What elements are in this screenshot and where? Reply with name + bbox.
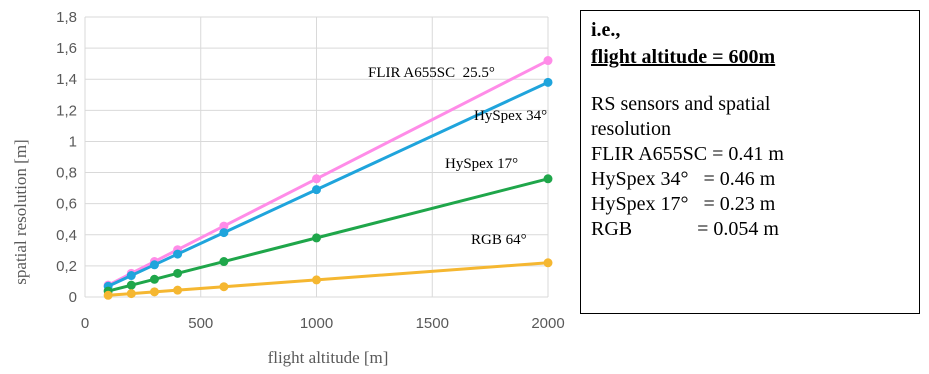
- y-tick-label: 0,2: [56, 258, 77, 275]
- chart-series: [103, 56, 553, 300]
- y-tick-label: 1,4: [56, 71, 77, 88]
- x-axis-title: flight altitude [m]: [268, 348, 389, 367]
- data-point: [149, 287, 159, 297]
- info-row-flir: FLIR A655SC = 0.41 m: [591, 143, 784, 165]
- data-point: [312, 185, 321, 195]
- series-label-hyspex-17: HySpex 17°: [445, 156, 518, 172]
- info-section-title: RS sensors and spatial: [591, 93, 771, 115]
- data-point: [149, 260, 159, 270]
- data-point: [126, 271, 136, 281]
- data-point: [149, 274, 159, 284]
- info-row-hyspex-17: HySpex 17° = 0.23 m: [591, 193, 776, 215]
- data-point: [173, 249, 183, 259]
- data-point: [219, 257, 229, 267]
- y-axis-ticks: 0 0,2 0,4 0,6 0,8 1 1,2 1,4 1,6 1,8: [56, 9, 77, 306]
- data-point: [543, 174, 553, 184]
- data-point: [312, 233, 321, 243]
- data-point: [312, 174, 321, 184]
- x-tick-label: 1500: [416, 315, 449, 332]
- data-point: [312, 275, 321, 285]
- info-heading-altitude: flight altitude = 600m: [591, 46, 776, 68]
- y-tick-label: 1,6: [56, 40, 77, 57]
- x-tick-label: 0: [81, 315, 89, 332]
- data-point: [103, 290, 113, 300]
- y-tick-label: 0,4: [56, 227, 77, 244]
- data-point: [219, 282, 229, 292]
- x-tick-label: 1000: [300, 315, 333, 332]
- series-label-flir: FLIR A655SC 25.5°: [368, 65, 495, 81]
- chart-grid: [84, 16, 549, 298]
- y-axis-title: spatial resolution [m]: [11, 139, 30, 284]
- y-tick-label: 0,6: [56, 196, 77, 213]
- y-tick-label: 1: [69, 133, 77, 150]
- info-row-hyspex-34: HySpex 34° = 0.46 m: [591, 168, 776, 190]
- data-point: [543, 258, 553, 268]
- data-point: [173, 268, 183, 278]
- info-heading-ie: i.e.,: [591, 19, 621, 41]
- data-point: [173, 285, 183, 295]
- y-tick-label: 1,2: [56, 102, 77, 119]
- info-row-rgb: RGB = 0.054 m: [591, 218, 779, 240]
- x-axis-ticks: 0 500 1000 1500 2000: [81, 315, 565, 332]
- series-label-hyspex-34: HySpex 34°: [474, 108, 547, 124]
- series-3: [103, 258, 553, 300]
- data-point: [543, 77, 553, 87]
- y-tick-label: 0: [69, 289, 77, 306]
- data-point: [126, 280, 136, 290]
- y-tick-label: 1,8: [56, 9, 77, 26]
- series-label-rgb: RGB 64°: [471, 232, 527, 248]
- data-point: [219, 228, 229, 238]
- info-section-title-cont: resolution: [591, 118, 671, 140]
- x-tick-label: 2000: [531, 315, 564, 332]
- x-tick-label: 500: [188, 315, 213, 332]
- data-point: [543, 56, 553, 66]
- data-point: [126, 289, 136, 299]
- line-chart: 0 0,2 0,4 0,6 0,8 1 1,2 1,4 1,6 1,8 0 500 1000 1500 2…: [11, 9, 565, 367]
- y-tick-label: 0,8: [56, 165, 77, 182]
- info-box: i.e., flight altitude = 600m RS sensors …: [580, 10, 920, 314]
